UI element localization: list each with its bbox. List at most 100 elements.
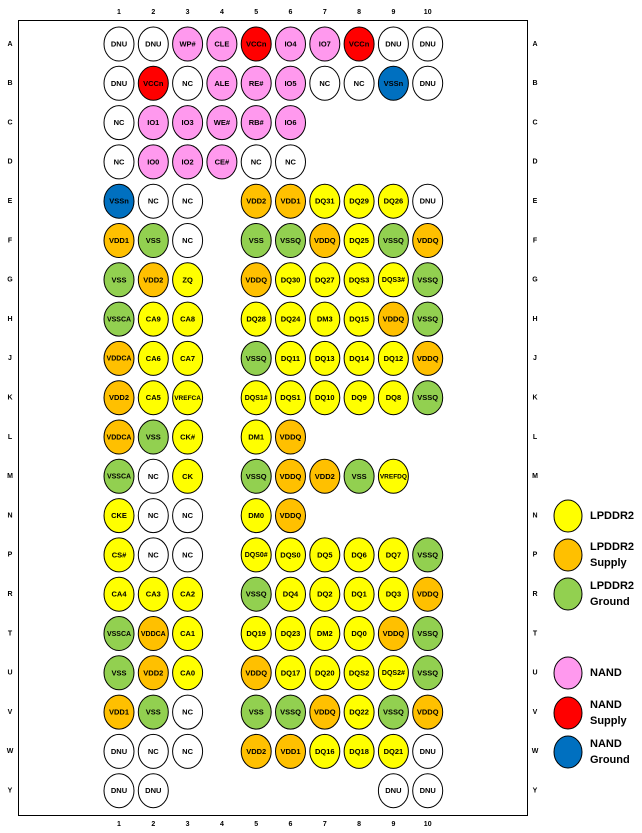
- ball-label: VSSQ: [417, 668, 438, 677]
- column-label: 8: [357, 821, 361, 828]
- ball-label: VSS: [249, 236, 264, 245]
- ball: [309, 694, 341, 730]
- row-label: A: [7, 41, 12, 48]
- ball-label: CA7: [180, 354, 195, 363]
- ball-label: DM3: [317, 315, 333, 324]
- ball-label: NC: [354, 79, 365, 88]
- ball: [172, 144, 204, 180]
- ball: [172, 537, 204, 573]
- ball-label: VDDQ: [417, 590, 439, 599]
- ball-label: VDDQ: [280, 432, 302, 441]
- ball-label: WE#: [214, 118, 231, 127]
- ball-label: VSSCA: [107, 631, 131, 638]
- ball: [172, 183, 204, 219]
- ball-label: NC: [251, 157, 262, 166]
- ball: [343, 262, 375, 298]
- column-label: 6: [289, 9, 293, 16]
- ball: [377, 655, 409, 691]
- ball: [275, 733, 306, 769]
- ball: [275, 183, 306, 219]
- row-label: M: [532, 473, 538, 480]
- row-label: B: [532, 80, 537, 87]
- ball-label: VDDCA: [107, 434, 132, 441]
- ball-label: VSSQ: [246, 354, 267, 363]
- ball: [343, 537, 375, 573]
- row-label: P: [533, 552, 538, 559]
- ball: [137, 458, 169, 494]
- row-label: M: [7, 473, 13, 480]
- ball-label: VSS: [146, 236, 161, 245]
- ball: [240, 694, 272, 730]
- ball-label: DQ18: [349, 747, 369, 756]
- ball-label: CA6: [146, 354, 161, 363]
- ball-label: DQS1: [280, 393, 300, 402]
- ball: [103, 26, 135, 62]
- row-label: P: [8, 552, 13, 559]
- ball-label: VSS: [352, 472, 367, 481]
- ball-label: NC: [182, 79, 193, 88]
- ball: [343, 576, 375, 612]
- row-label: T: [8, 630, 13, 637]
- ball-label: VDDQ: [245, 668, 267, 677]
- ball-label: NC: [114, 118, 125, 127]
- ball: [412, 301, 444, 337]
- ball-label: NC: [148, 197, 159, 206]
- column-label: 10: [424, 9, 432, 16]
- ball-label: NC: [182, 747, 193, 756]
- ball: [103, 301, 135, 337]
- ball: [343, 655, 375, 691]
- ball: [275, 380, 306, 416]
- ball: [103, 655, 135, 691]
- row-label: R: [7, 591, 12, 598]
- row-label: D: [532, 159, 537, 166]
- column-label: 3: [186, 821, 190, 828]
- ball-label: CA8: [180, 315, 195, 324]
- ball: [309, 458, 341, 494]
- ball: [377, 458, 409, 494]
- ball: [137, 380, 169, 416]
- ball: [309, 733, 341, 769]
- ball-label: VSSQ: [246, 472, 267, 481]
- ball: [137, 26, 169, 62]
- ball: [377, 223, 409, 258]
- ball: [172, 419, 204, 455]
- ball: [240, 26, 272, 62]
- ball-label: VDDQ: [383, 315, 405, 324]
- ball: [377, 380, 409, 416]
- row-label: F: [8, 237, 13, 244]
- ball-label: DNU: [385, 39, 401, 48]
- ball: [137, 616, 169, 651]
- ball-label: VDD1: [109, 236, 129, 245]
- ball: [172, 105, 204, 141]
- row-label: B: [7, 80, 12, 87]
- ball: [309, 223, 341, 258]
- ball: [412, 733, 444, 769]
- ball: [137, 498, 169, 534]
- row-label: C: [7, 119, 12, 126]
- ball-label: CA1: [180, 629, 195, 638]
- ball-label: VSSn: [384, 79, 404, 88]
- ball-label: DQ0: [351, 629, 366, 638]
- ball: [240, 262, 272, 298]
- ball-label: DQS1#: [245, 395, 268, 402]
- ball-label: DQ26: [384, 197, 404, 206]
- ball: [412, 616, 444, 651]
- ball: [275, 26, 306, 62]
- column-label: 10: [424, 821, 432, 828]
- column-label: 8: [357, 9, 361, 16]
- ball-label: VSS: [111, 668, 126, 677]
- ball: [309, 183, 341, 219]
- ball-label: DQ1: [351, 590, 366, 599]
- ball-label: IO5: [284, 79, 296, 88]
- ball: [103, 262, 135, 298]
- row-label: W: [532, 748, 539, 755]
- ball: [412, 655, 444, 691]
- ball: [377, 576, 409, 612]
- ball: [343, 26, 375, 62]
- ball-label: VDD2: [143, 668, 163, 677]
- ball-label: IO0: [147, 157, 159, 166]
- ball-label: DQS3#: [382, 277, 405, 284]
- row-label: Y: [533, 788, 538, 795]
- ball-label: DQS2#: [382, 670, 405, 677]
- legend-label: LPDDR2: [590, 510, 635, 522]
